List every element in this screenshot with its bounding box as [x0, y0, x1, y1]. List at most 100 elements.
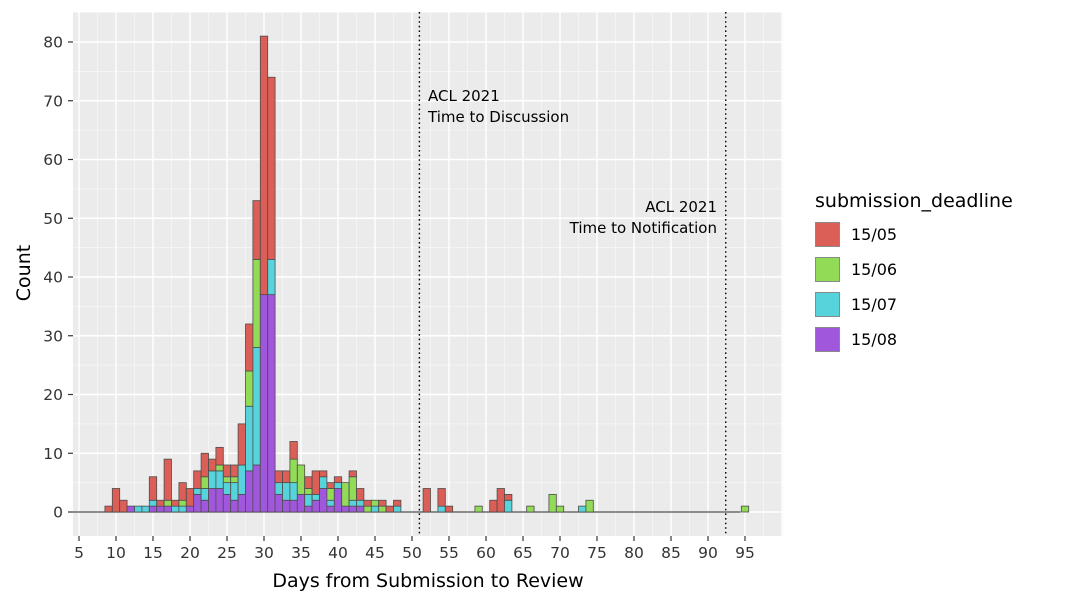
bar-segment	[504, 499, 513, 513]
legend-label: 15/07	[851, 294, 898, 314]
bar-segment	[245, 370, 254, 407]
bar-segment	[208, 470, 217, 489]
bar-segment	[119, 499, 128, 513]
bar-segment	[311, 493, 320, 501]
x-tick-label: 35	[291, 544, 311, 562]
legend-entries: 15/05 15/06 15/07 15/08	[815, 221, 1013, 352]
bar-segment	[385, 505, 394, 513]
bar-segment	[356, 488, 365, 501]
bar-segment	[393, 505, 402, 513]
bar-segment	[555, 505, 565, 513]
bar-segment	[289, 499, 298, 513]
bar-segment	[222, 493, 232, 513]
y-tick-label: 80	[43, 34, 63, 52]
y-tick-label: 10	[43, 445, 63, 463]
bar-segment	[496, 488, 505, 513]
bar-segment	[296, 464, 306, 495]
bar-segment	[245, 470, 254, 513]
bar-segment	[304, 488, 313, 495]
x-tick-label: 15	[143, 544, 163, 562]
bar-segment	[252, 464, 261, 513]
x-axis-title: Days from Submission to Review	[272, 570, 584, 592]
bar-segment	[222, 476, 232, 484]
bar-segment	[311, 470, 320, 495]
bar-segment	[104, 505, 113, 513]
bar-segment	[237, 464, 246, 495]
bar-segment	[259, 35, 269, 296]
bar-segment	[370, 499, 380, 507]
bar-segment	[148, 505, 158, 513]
bar-segment	[348, 470, 357, 478]
legend-label: 15/08	[851, 329, 898, 349]
bar-segment	[341, 482, 350, 507]
bar-segment	[267, 294, 276, 513]
x-tick-label: 25	[217, 544, 237, 562]
bar-segment	[282, 499, 291, 513]
bar-segment	[474, 505, 483, 513]
x-tick-label: 40	[328, 544, 348, 562]
bar-segment	[222, 464, 232, 478]
x-tick-label: 30	[254, 544, 274, 562]
bar-segment	[148, 499, 158, 507]
bar-segment	[289, 458, 298, 484]
bar-segment	[548, 493, 557, 513]
bar-segment	[252, 200, 261, 260]
bar-segment	[267, 258, 276, 296]
bar-segment	[163, 499, 172, 507]
bar-segment	[208, 488, 217, 513]
bar-segment	[200, 499, 209, 513]
x-tick-label: 75	[587, 544, 607, 562]
bar-segment	[304, 505, 313, 513]
bar-segment	[585, 499, 594, 513]
bar-segment	[134, 505, 143, 513]
bar-segment	[304, 476, 313, 489]
bar-segment	[289, 482, 298, 501]
bar-segment	[282, 482, 291, 501]
legend-title: submission_deadline	[815, 190, 1013, 212]
y-tick-label: 0	[53, 504, 63, 522]
x-tick-label: 20	[180, 544, 200, 562]
bar-segment	[378, 499, 387, 507]
bar-segment	[363, 499, 372, 507]
bar-segment	[378, 505, 387, 513]
x-tick-label: 10	[106, 544, 126, 562]
bar-segment	[348, 499, 357, 507]
bar-segment	[740, 505, 750, 513]
bar-segment	[230, 476, 239, 484]
annotation-line: Time to Notification	[569, 219, 717, 237]
bar-segment	[370, 505, 380, 513]
bar-segment	[178, 482, 187, 501]
bar-segment	[289, 441, 298, 460]
bar-segment	[245, 323, 254, 372]
bar-segment	[319, 476, 328, 489]
x-tick-label: 55	[439, 544, 459, 562]
legend-entry: 15/06	[815, 256, 1013, 282]
x-tick-label: 90	[698, 544, 718, 562]
bar-segment	[245, 405, 254, 472]
bar-segment	[526, 505, 535, 513]
bar-segment	[215, 470, 224, 489]
x-tick-label: 85	[661, 544, 681, 562]
annotation-time-to-notification: ACL 2021 Time to Notification	[467, 197, 717, 239]
y-tick-label: 50	[43, 210, 63, 228]
bar-segment	[341, 505, 350, 513]
bar-segment	[215, 446, 224, 466]
bar-segment	[356, 499, 365, 507]
legend-entry: 15/07	[815, 291, 1013, 317]
bar-segment	[504, 493, 513, 501]
bar-segment	[193, 488, 202, 495]
y-tick-label: 30	[43, 327, 63, 345]
bar-segment	[193, 470, 202, 489]
bar-segment	[178, 505, 187, 513]
bar-segment	[333, 488, 343, 513]
bar-segment	[267, 76, 276, 260]
bar-segment	[422, 488, 431, 513]
bar-segment	[326, 482, 335, 489]
bar-segment	[274, 470, 283, 484]
bar-segment	[252, 347, 261, 466]
x-tick-label: 50	[402, 544, 422, 562]
x-tick-label: 45	[365, 544, 385, 562]
bar-segment	[200, 452, 209, 478]
bar-segment	[393, 499, 402, 507]
